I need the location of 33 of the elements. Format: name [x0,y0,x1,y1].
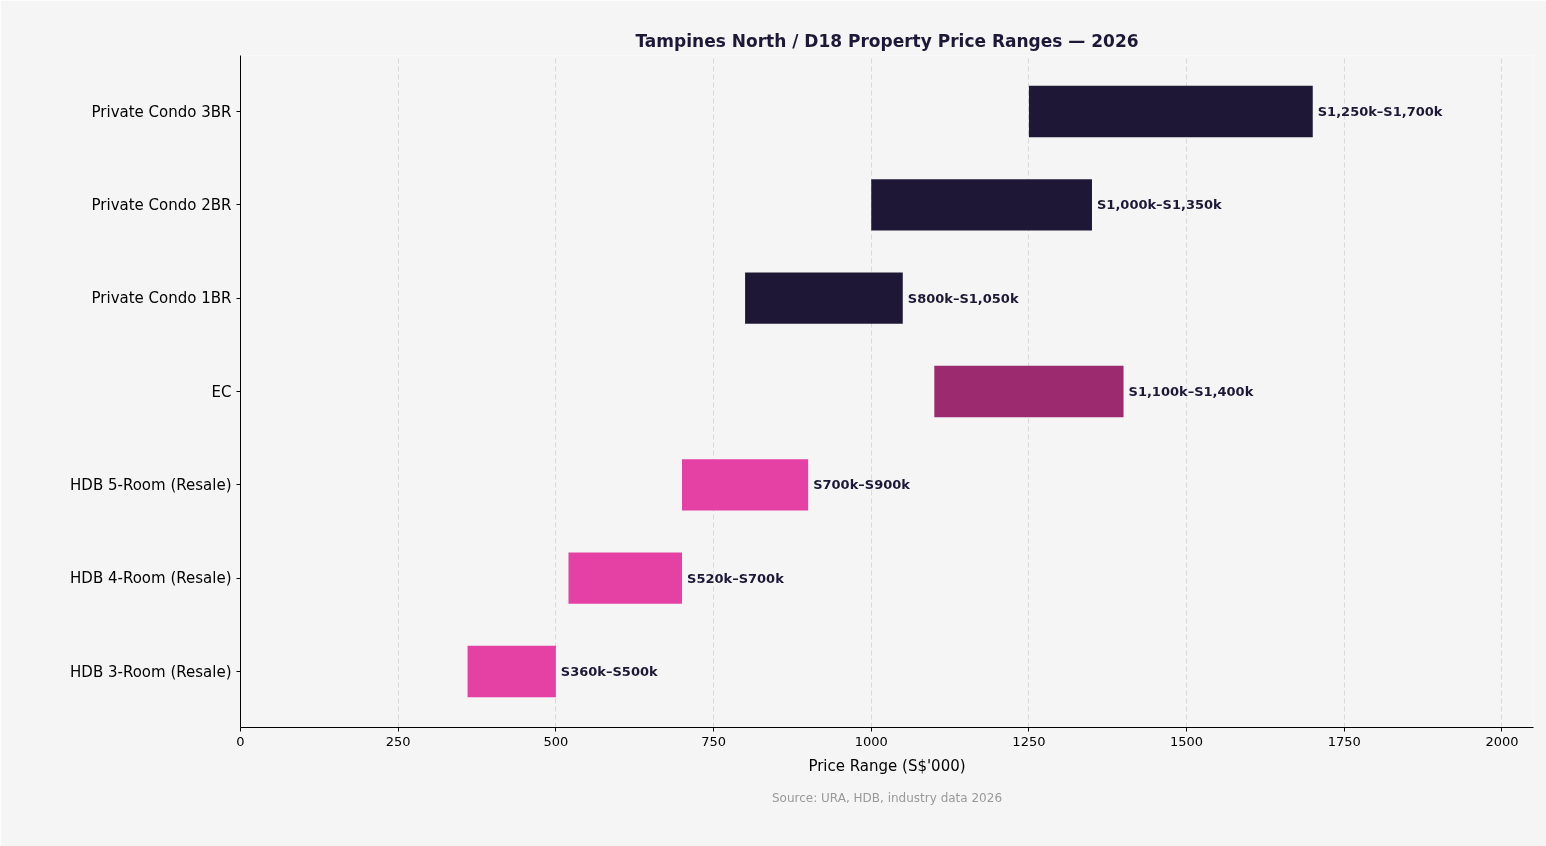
bar [568,552,683,604]
x-tick-label: 500 [543,733,569,749]
y-tick-label: Private Condo 3BR [91,102,232,121]
y-tick-label: Private Condo 1BR [91,289,232,308]
x-tick-label: 750 [701,733,726,749]
x-tick-label: 250 [385,733,411,749]
source-note: Source: URA, HDB, industry data 2026 [771,790,1003,805]
x-tick-label: 1500 [1170,733,1204,749]
bar [871,179,1092,231]
data-label: S1,250k–S1,700k [1317,104,1443,119]
x-tick-label: 1750 [1327,733,1361,749]
x-tick-label: 0 [236,733,245,749]
y-tick-label: HDB 4-Room (Resale) [70,569,232,588]
x-tick-label: 1000 [854,733,888,749]
data-label: S520k–S700k [687,570,785,586]
bar [682,459,809,511]
bar [1028,85,1313,138]
data-label: S1,100k–S1,400k [1128,384,1254,399]
bar [467,645,556,698]
data-label: S700k–S900k [813,477,911,493]
x-tick-label: 2000 [1485,733,1519,749]
bar [745,272,903,324]
y-tick-label: EC [211,382,232,401]
data-label: S1,000k–S1,350k [1096,197,1223,213]
bar [934,365,1124,418]
x-tick-label: 1250 [1012,733,1046,749]
x-axis-title: Price Range (S$'000) [808,756,966,775]
chart-title: Tampines North / D18 Property Price Ranges — 2026 [635,30,1139,51]
y-tick-label: HDB 3-Room (Resale) [70,662,232,681]
y-tick-label: Private Condo 2BR [91,195,232,214]
data-label: S360k–S500k [560,664,659,679]
data-label: S800k–S1,050k [907,290,1019,306]
y-tick-label: HDB 5-Room (Resale) [70,475,232,494]
